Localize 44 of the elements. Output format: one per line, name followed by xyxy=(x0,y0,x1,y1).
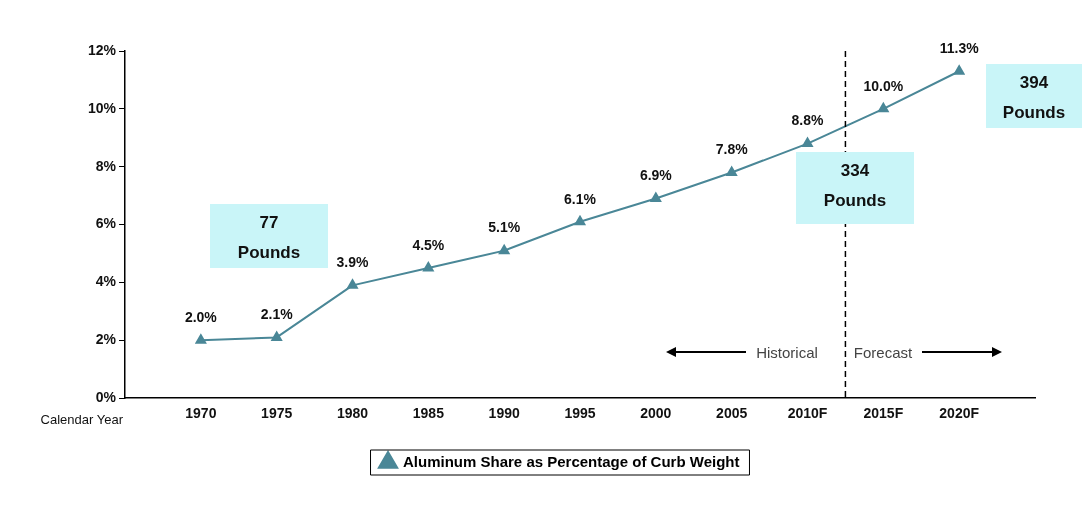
y-tick-label: 4% xyxy=(95,273,117,290)
data-label: 11.3% xyxy=(939,40,980,57)
point xyxy=(195,334,207,344)
point xyxy=(650,192,662,203)
x-tick-label: 2005 xyxy=(716,405,748,422)
y-tick-label: 0% xyxy=(95,389,117,406)
annotation: Forecast xyxy=(853,343,913,361)
x-tick-label: 1970 xyxy=(185,405,217,422)
x-tick-label: 1990 xyxy=(488,405,520,422)
data-label: 10.0% xyxy=(863,77,904,94)
data-label: 6.9% xyxy=(639,167,673,184)
data-label: 7.8% xyxy=(715,141,749,158)
y-tick-label: 6% xyxy=(95,215,117,232)
data-label: 4.5% xyxy=(412,236,445,253)
legend-label: Aluminum Share as Percentage of Curb Weight xyxy=(403,452,740,470)
y-tick-label: 8% xyxy=(95,157,117,174)
point xyxy=(574,215,586,226)
point xyxy=(953,65,965,75)
x-tick-label: 2015F xyxy=(863,405,904,422)
point xyxy=(726,166,737,177)
y-tick-label: 10% xyxy=(87,99,117,116)
data-label: 5.1% xyxy=(488,219,521,236)
x-tick-label: 1995 xyxy=(564,405,596,422)
x-axis-title: Calendar Year xyxy=(40,411,124,427)
data-label: 6.1% xyxy=(564,190,597,207)
x-tick-label: 1975 xyxy=(261,405,293,422)
point xyxy=(802,137,813,148)
x-tick-label: 2010F xyxy=(787,405,828,422)
point xyxy=(498,244,510,255)
y-tick-label: 12% xyxy=(87,41,117,58)
x-tick-label: 1980 xyxy=(336,405,369,422)
annotation: Historical xyxy=(756,343,818,361)
x-tick-label: 2020F xyxy=(939,405,980,422)
point xyxy=(878,102,889,113)
point xyxy=(347,279,358,289)
x-tick-label: 2000 xyxy=(640,405,672,422)
point xyxy=(271,331,283,341)
point xyxy=(423,262,434,272)
data-label: 8.8% xyxy=(791,112,825,129)
data-label: 2.1% xyxy=(260,306,294,323)
x-tick-label: 1985 xyxy=(412,405,445,422)
data-label: 2.0% xyxy=(184,309,218,326)
data-label: 3.9% xyxy=(336,254,370,271)
y-tick-label: 2% xyxy=(95,331,117,348)
